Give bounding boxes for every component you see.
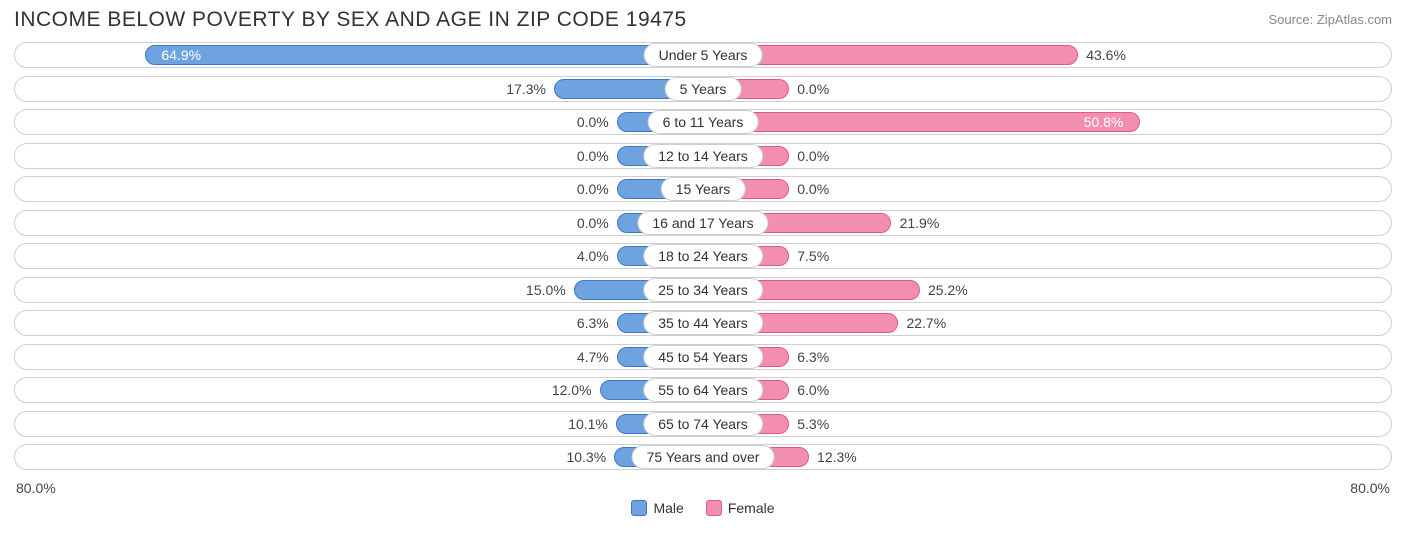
male-value-label: 64.9% [161, 47, 201, 63]
male-value-label: 6.3% [577, 315, 609, 331]
male-value-label: 4.0% [577, 248, 609, 264]
legend-female: Female [706, 500, 775, 516]
age-label: 45 to 54 Years [643, 345, 763, 369]
chart-row: 10.1% 5.3% 65 to 74 Years [14, 411, 1392, 437]
legend-male-label: Male [653, 500, 683, 516]
axis-right-label: 80.0% [1350, 480, 1390, 496]
female-value-label: 0.0% [797, 181, 829, 197]
female-bar [703, 112, 1140, 132]
axis-left-label: 80.0% [16, 480, 56, 496]
chart-row: 0.0% 50.8% 6 to 11 Years [14, 109, 1392, 135]
male-value-label: 12.0% [552, 382, 592, 398]
female-value-label: 43.6% [1086, 47, 1126, 63]
age-label: 6 to 11 Years [648, 110, 759, 134]
female-value-label: 0.0% [797, 81, 829, 97]
male-value-label: 0.0% [577, 148, 609, 164]
chart-row: 4.0% 7.5% 18 to 24 Years [14, 243, 1392, 269]
male-value-label: 15.0% [526, 282, 566, 298]
female-value-label: 25.2% [928, 282, 968, 298]
chart-row: 0.0% 0.0% 15 Years [14, 176, 1392, 202]
legend: Male Female [0, 496, 1406, 516]
female-value-label: 7.5% [797, 248, 829, 264]
age-label: 16 and 17 Years [637, 211, 768, 235]
female-value-label: 5.3% [797, 416, 829, 432]
female-value-label: 22.7% [906, 315, 946, 331]
legend-female-label: Female [728, 500, 775, 516]
chart-area: 64.9% 43.6% Under 5 Years 17.3% 0.0% 5 Years 0… [0, 42, 1406, 470]
axis-labels: 80.0% 80.0% [0, 478, 1406, 496]
age-label: 35 to 44 Years [643, 311, 763, 335]
age-label: Under 5 Years [644, 43, 763, 67]
chart-row: 17.3% 0.0% 5 Years [14, 76, 1392, 102]
age-label: 12 to 14 Years [643, 144, 763, 168]
female-value-label: 6.0% [797, 382, 829, 398]
age-label: 75 Years and over [632, 445, 775, 469]
male-value-label: 10.1% [568, 416, 608, 432]
chart-row: 4.7% 6.3% 45 to 54 Years [14, 344, 1392, 370]
chart-row: 6.3% 22.7% 35 to 44 Years [14, 310, 1392, 336]
female-value-label: 0.0% [797, 148, 829, 164]
male-value-label: 0.0% [577, 114, 609, 130]
male-value-label: 17.3% [506, 81, 546, 97]
male-value-label: 0.0% [577, 181, 609, 197]
age-label: 25 to 34 Years [643, 278, 763, 302]
age-label: 55 to 64 Years [643, 378, 763, 402]
chart-title: INCOME BELOW POVERTY BY SEX AND AGE IN Z… [14, 8, 687, 32]
age-label: 65 to 74 Years [643, 412, 763, 436]
female-value-label: 50.8% [1084, 114, 1124, 130]
male-bar [145, 45, 703, 65]
female-value-label: 12.3% [817, 449, 857, 465]
male-value-label: 0.0% [577, 215, 609, 231]
female-value-label: 21.9% [900, 215, 940, 231]
legend-male: Male [631, 500, 683, 516]
chart-row: 0.0% 21.9% 16 and 17 Years [14, 210, 1392, 236]
chart-row: 0.0% 0.0% 12 to 14 Years [14, 143, 1392, 169]
female-value-label: 6.3% [797, 349, 829, 365]
male-value-label: 4.7% [577, 349, 609, 365]
chart-row: 12.0% 6.0% 55 to 64 Years [14, 377, 1392, 403]
chart-row: 15.0% 25.2% 25 to 34 Years [14, 277, 1392, 303]
legend-male-swatch [631, 500, 647, 516]
chart-row: 64.9% 43.6% Under 5 Years [14, 42, 1392, 68]
age-label: 18 to 24 Years [643, 244, 763, 268]
chart-row: 10.3% 12.3% 75 Years and over [14, 444, 1392, 470]
male-value-label: 10.3% [566, 449, 606, 465]
age-label: 5 Years [665, 77, 742, 101]
legend-female-swatch [706, 500, 722, 516]
age-label: 15 Years [661, 177, 746, 201]
source-attribution: Source: ZipAtlas.com [1268, 8, 1392, 27]
